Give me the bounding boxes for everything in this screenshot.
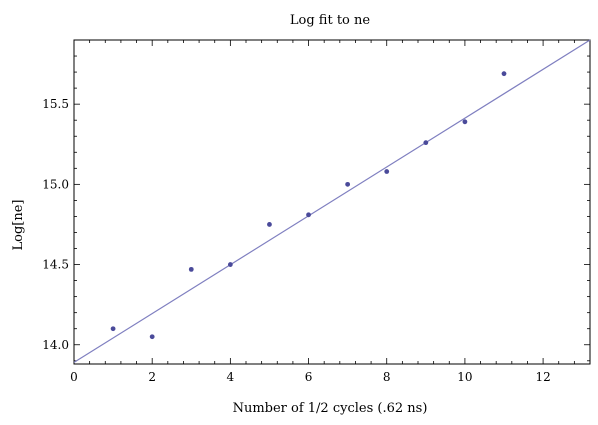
data-point bbox=[149, 334, 155, 340]
y-tick-label: 15.0 bbox=[42, 177, 69, 191]
plot-area: 0 2 4 6 8 10 12 14.0 14.5 15.0 15.5 bbox=[42, 39, 591, 384]
data-point bbox=[423, 140, 429, 146]
y-axis-label: Log[ne] bbox=[11, 200, 26, 251]
chart-title: Log fit to ne bbox=[290, 13, 370, 28]
x-tick-label: 6 bbox=[305, 370, 313, 384]
data-point bbox=[306, 212, 311, 218]
x-axis-label: Number of 1/2 cycles (.62 ns) bbox=[233, 401, 428, 416]
data-point bbox=[110, 326, 116, 332]
x-tick-label: 10 bbox=[457, 370, 472, 384]
x-tick-label: 2 bbox=[148, 370, 156, 384]
data-point bbox=[345, 181, 351, 187]
x-tick-label: 8 bbox=[383, 370, 391, 384]
data-point bbox=[227, 262, 233, 267]
y-tick-label: 15.5 bbox=[42, 97, 69, 111]
x-tick-label: 4 bbox=[227, 370, 235, 384]
x-tick-label: 0 bbox=[70, 370, 78, 384]
y-tick-label: 14.5 bbox=[42, 258, 69, 272]
plot-frame bbox=[73, 39, 591, 365]
x-tick-label: 12 bbox=[535, 370, 550, 384]
data-point bbox=[188, 266, 194, 272]
fit-line bbox=[73, 39, 591, 363]
data-point bbox=[501, 71, 507, 77]
data-point bbox=[462, 119, 468, 125]
data-point bbox=[384, 169, 390, 174]
data-point bbox=[267, 222, 272, 227]
y-tick-label: 14.0 bbox=[42, 338, 69, 352]
